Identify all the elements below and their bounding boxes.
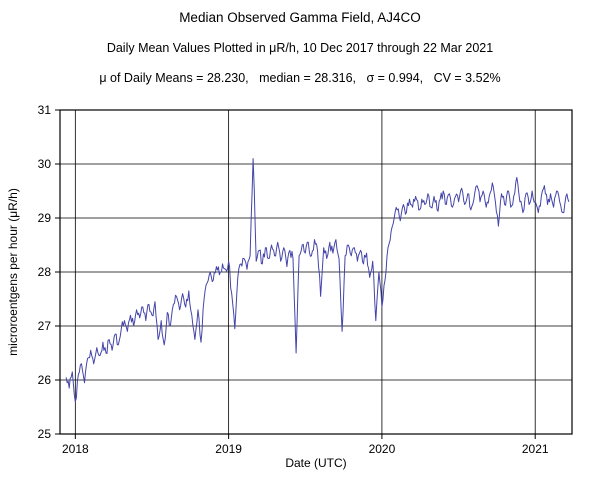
y-tick-label: 26	[38, 373, 52, 387]
y-tick-label: 27	[38, 319, 52, 333]
x-tick-label: 2018	[62, 442, 89, 456]
y-tick-label: 29	[38, 211, 52, 225]
y-tick-label: 25	[38, 427, 52, 441]
chart-title: Median Observed Gamma Field, AJ4CO	[179, 10, 421, 25]
y-tick-label: 31	[38, 103, 52, 117]
y-axis-label: microroentgens per hour (μR/h)	[6, 188, 20, 356]
y-tick-label: 30	[38, 157, 52, 171]
gamma-series-line	[65, 158, 570, 403]
y-tick-label: 28	[38, 265, 52, 279]
x-tick-label: 2020	[369, 442, 396, 456]
chart-subtitle: Daily Mean Values Plotted in μR/h, 10 De…	[106, 41, 494, 55]
x-axis-label: Date (UTC)	[285, 456, 346, 470]
x-tick-label: 2019	[215, 442, 242, 456]
chart-stats-line: μ of Daily Means = 28.230, median = 28.3…	[99, 71, 501, 85]
x-tick-label: 2021	[522, 442, 549, 456]
